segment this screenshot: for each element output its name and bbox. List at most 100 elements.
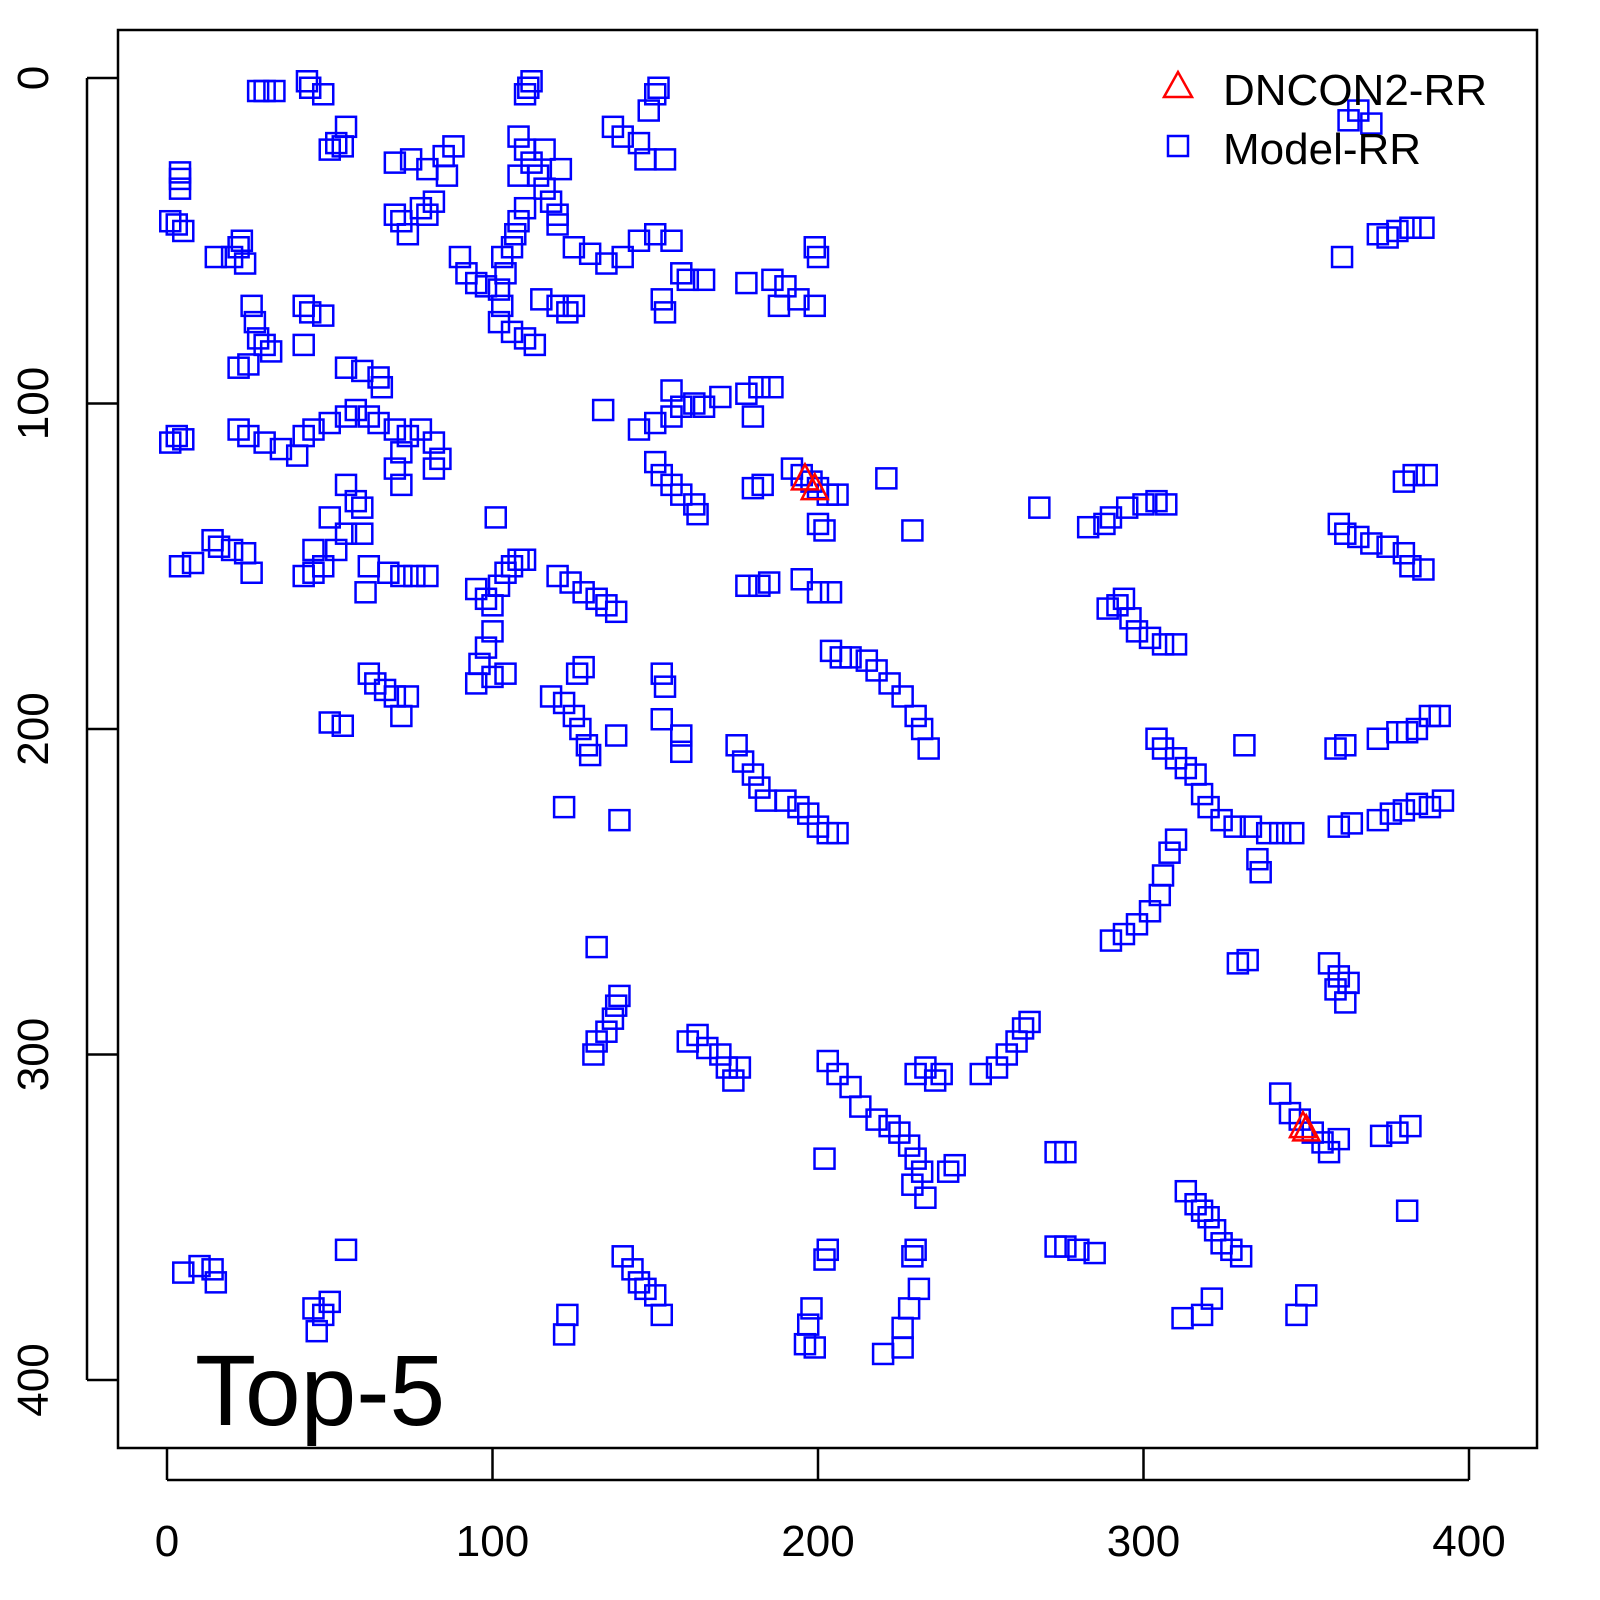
model-rr-point [774,275,797,298]
model-rr-point [923,1069,947,1092]
model-rr-point [292,294,315,318]
model-rr-point [311,1303,335,1327]
model-rr-point [627,1271,651,1294]
model-rr-point [585,935,608,959]
model-rr-point [936,1160,960,1183]
model-rr-point [422,431,446,454]
model-rr-point [865,1108,888,1131]
model-rr-point [435,164,459,187]
model-rr-point [523,333,547,357]
model-rr-point [1402,463,1425,487]
model-rr-point [302,538,325,562]
model-rr-point [325,538,348,562]
model-rr-point [526,164,550,187]
model-rr-point [1138,900,1162,923]
model-rr-point [1366,808,1390,832]
model-rr-point [409,418,433,441]
model-rr-point [1076,515,1100,539]
model-rr-point [172,428,195,451]
model-rr-point [390,704,413,728]
model-rr-point [692,268,716,292]
model-rr-point [757,571,781,594]
model-rr-point [220,538,244,562]
model-rr-point [334,115,358,139]
model-rr-point [897,1134,921,1157]
model-rr-point [1392,541,1416,565]
annotation-top5: Top-5 [195,1335,445,1447]
model-rr-point [904,704,927,728]
model-rr-point [507,125,530,148]
model-rr-point [1428,704,1451,728]
model-rr-point [491,294,514,318]
model-rr-point [207,535,231,558]
model-rr-point [539,685,563,708]
model-rr-point [409,196,433,220]
model-rr-point [1330,245,1354,269]
x-tick-label: 300 [1107,1517,1180,1566]
model-rr-point [1386,1121,1409,1144]
model-rr-point [1229,1245,1253,1268]
model-rr-point [930,1062,953,1086]
model-rr-point [552,795,576,819]
model-rr-point [627,418,651,441]
y-tick-label: 300 [9,1018,58,1091]
model-rr-point [357,555,381,578]
model-rr-point [800,470,823,493]
model-rr-point [1366,727,1390,751]
model-rr-point [494,262,517,285]
model-rr-point [1054,1235,1077,1258]
model-rr-point [644,411,667,435]
model-rr-point [487,278,511,301]
dncon2-rr-point [1287,1109,1319,1139]
model-rr-point [621,1258,644,1281]
model-rr-point [748,375,771,399]
model-rr-point [556,301,579,324]
model-rr-point [735,271,758,295]
model-rr-point [644,83,667,106]
model-rr-point [168,555,192,578]
model-rr-point [1005,1030,1028,1053]
model-rr-point [1233,734,1256,757]
model-rr-point [891,685,914,708]
model-rr-point [298,301,322,324]
model-rr-point [1405,792,1429,816]
model-rr-point [1132,493,1155,516]
model-rr-point [1197,795,1220,819]
legend-square-marker [1166,134,1190,158]
model-rr-point [181,551,205,575]
model-rr-point [562,704,586,728]
model-rr-point [556,1303,579,1327]
model-rr-point [601,1007,625,1030]
y-tick-label: 400 [9,1343,58,1416]
model-rr-point [269,437,293,461]
model-rr-point [790,568,813,591]
model-rr-point [474,275,498,298]
model-rr-point [263,79,286,103]
model-rr-point [1125,620,1149,643]
model-rr-point [1210,808,1233,832]
model-rr-point [539,190,563,213]
model-rr-point [533,177,556,200]
model-rr-point [448,245,472,269]
model-rr-point [1115,496,1139,519]
model-rr-point [826,1062,849,1086]
dncon2-rr-point [789,461,821,491]
model-rr-point [660,379,683,402]
model-rr-point [878,672,901,695]
model-rr-point [839,1075,862,1099]
model-rr-point [578,743,602,767]
model-rr-point [735,574,758,598]
model-rr-point [318,411,341,435]
model-rr-point [491,245,514,269]
model-rr-point [1360,112,1383,135]
model-rr-point [1369,1124,1393,1148]
model-rr-point [741,763,765,786]
model-rr-point [901,1245,924,1268]
model-rr-point [500,320,524,344]
model-rr-point [1067,1238,1090,1262]
model-rr-point [311,304,335,327]
model-rr-point [292,564,315,588]
plot-marks [159,70,1455,1366]
model-rr-point [302,418,325,441]
model-rr-point [494,561,517,585]
